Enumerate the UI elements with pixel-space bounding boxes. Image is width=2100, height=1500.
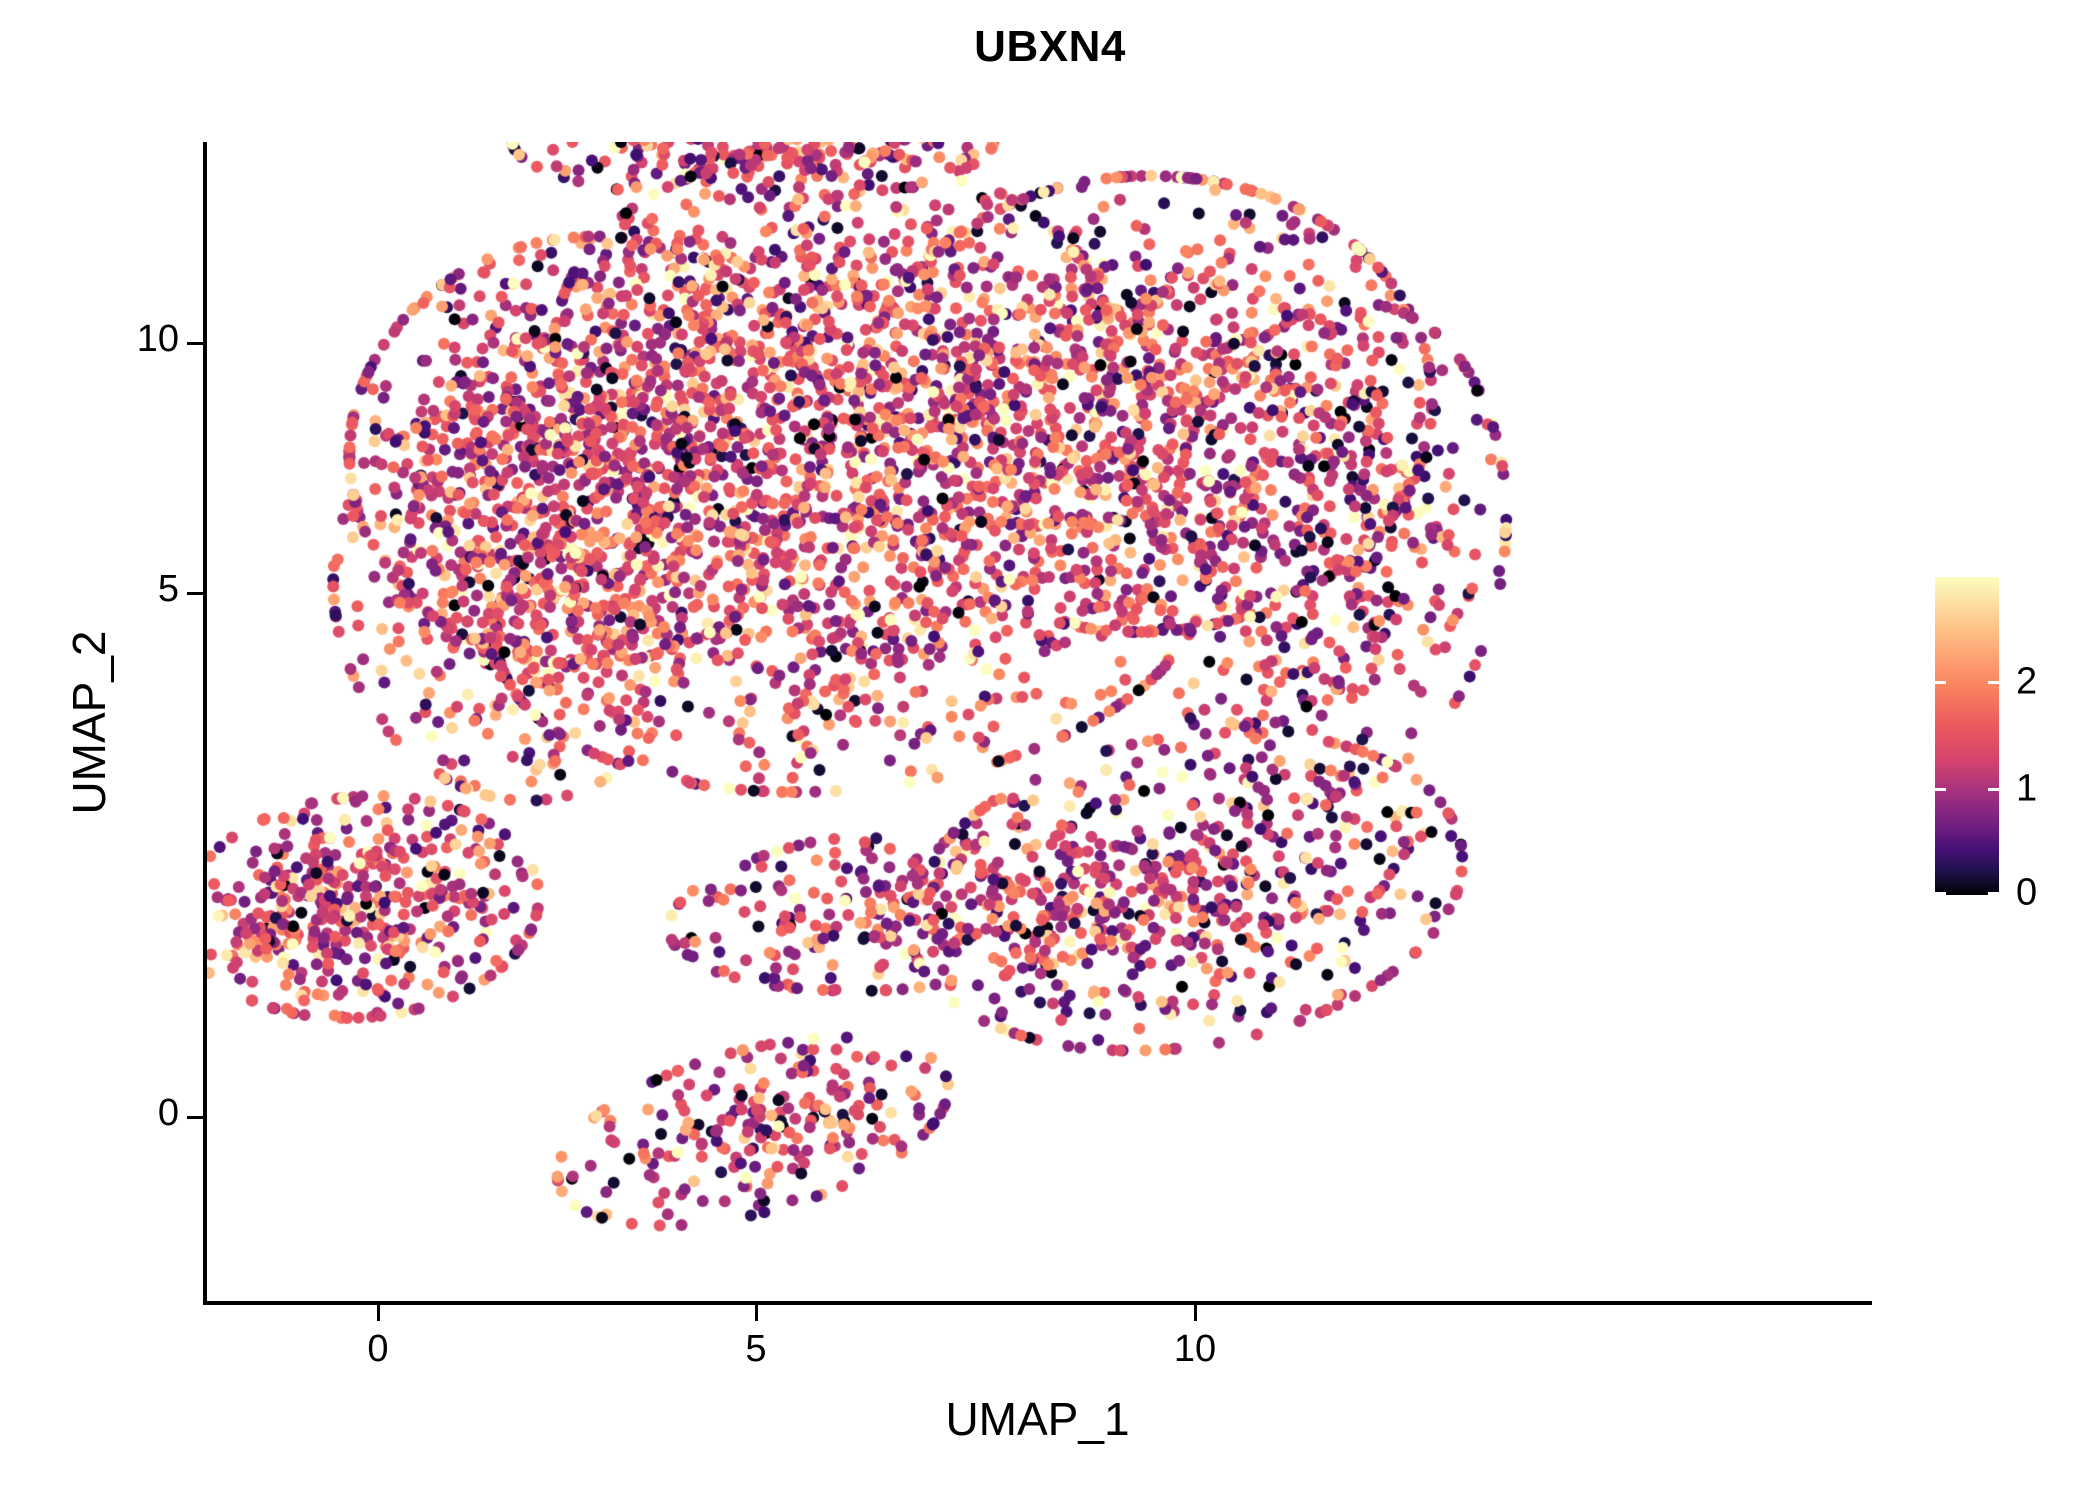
colorbar-label-0: 0 [2016,871,2038,914]
colorbar-label-1: 1 [2016,767,2038,810]
x-axis-title: UMAP_1 [945,1393,1130,1445]
y-ticklabel-5: 5 [157,568,179,610]
x-tick-10 [1194,1305,1197,1321]
y-axis-title: UMAP_2 [63,630,115,815]
y-tick-0 [187,1116,203,1119]
y-ticklabel-0: 0 [157,1092,179,1134]
y-axis-line [203,142,207,1305]
scatter-points-layer [205,142,1872,1303]
y-ticklabel-10: 10 [136,318,179,360]
page-title: UBXN4 [974,22,1126,71]
colorbar-tick-0-left [1935,892,1946,895]
colorbar-tick-2-right [1988,681,1999,684]
colorbar-tick-2-left [1935,681,1946,684]
colorbar-label-2: 2 [2016,660,2038,703]
y-tick-10 [187,342,203,345]
x-ticklabel-0: 0 [367,1328,389,1370]
x-tick-0 [377,1305,380,1321]
colorbar-tick-0-right [1988,892,1999,895]
colorbar-gradient [1935,577,1999,895]
colorbar-tick-1-right [1988,788,1999,791]
x-tick-5 [755,1305,758,1321]
colorbar-legend [1935,577,1999,895]
x-ticklabel-5: 5 [745,1328,767,1370]
colorbar-tick-1-left [1935,788,1946,791]
x-ticklabel-10: 10 [1173,1328,1217,1370]
y-tick-5 [187,592,203,595]
x-axis-line [203,1301,1872,1305]
